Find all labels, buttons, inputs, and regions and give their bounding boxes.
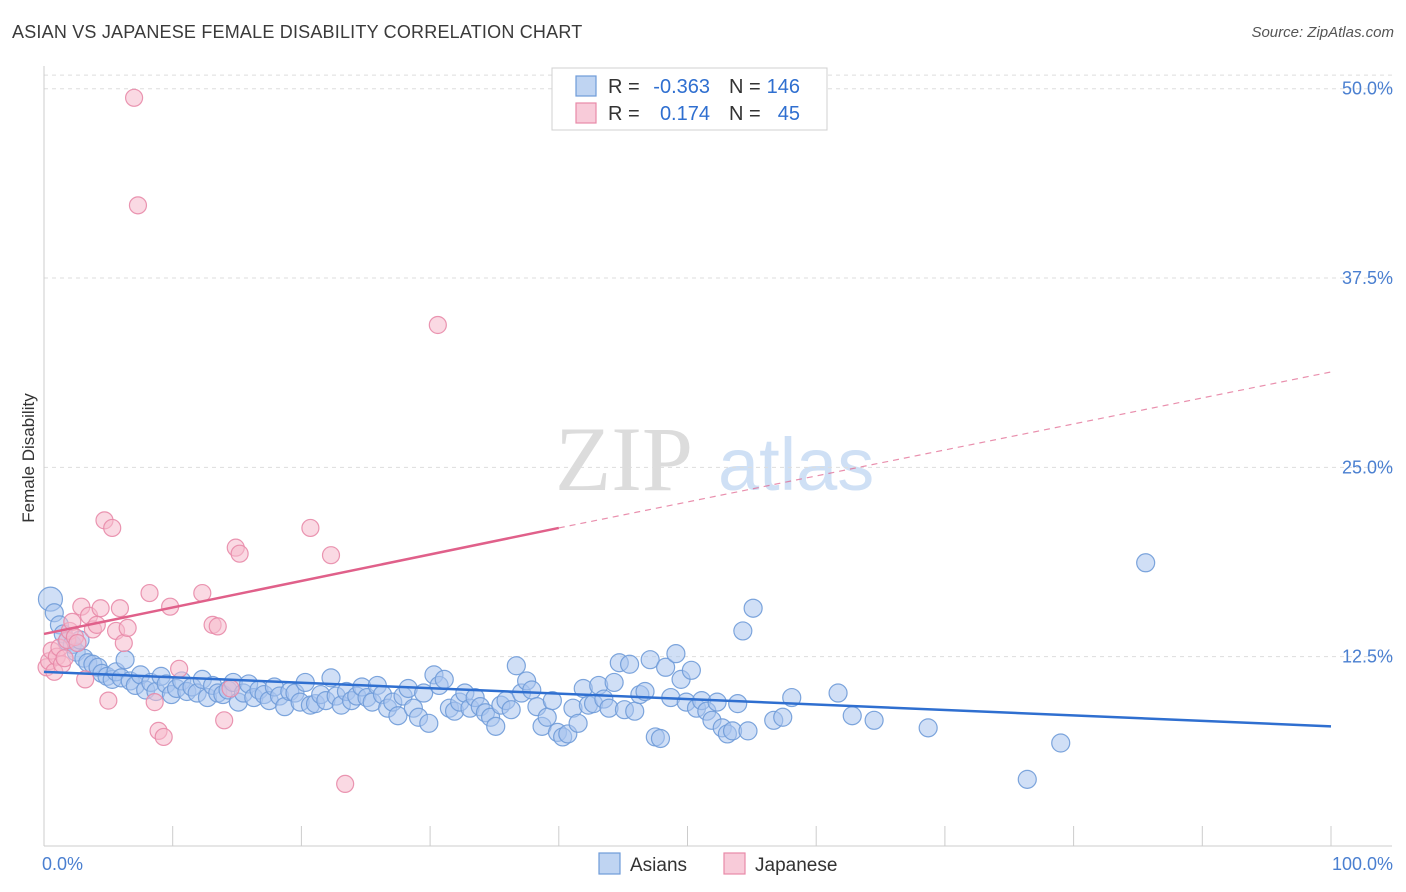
source-label: Source: ZipAtlas.com: [1251, 24, 1394, 41]
asian-point-116: [625, 701, 645, 721]
japanese-point-27: [128, 196, 148, 215]
asians-trend-line: [43, 670, 1332, 728]
asian-point-138: [738, 721, 758, 741]
asian-point-17: [115, 650, 135, 670]
legend-n-japanese: 45: [778, 103, 800, 125]
asian-point-89: [486, 716, 506, 736]
asian-point-76: [419, 713, 439, 733]
asian-point-141: [773, 707, 793, 727]
chart-title: ASIAN VS JAPANESE FEMALE DISABILITY CORR…: [12, 22, 583, 42]
japanese-point-40: [230, 544, 249, 563]
asian-point-147: [1017, 769, 1037, 789]
asian-point-143: [828, 683, 848, 703]
legend-box: [551, 67, 828, 131]
japanese-point-24: [114, 633, 133, 653]
asian-point-119: [640, 650, 660, 670]
japanese-point-29: [145, 693, 164, 712]
asian-point-149: [1136, 553, 1156, 573]
asian-point-137: [733, 621, 753, 641]
gridlines: [44, 74, 1392, 658]
asian-point-96: [522, 680, 542, 700]
legend-r-asians: -0.363: [653, 76, 710, 98]
japanese-point-28: [140, 583, 159, 603]
asian-point-148: [1051, 733, 1071, 753]
x-tick-label-1: 100.0%: [1332, 854, 1393, 874]
japanese-point-37: [215, 711, 234, 730]
japanese-point-36: [208, 617, 227, 636]
legend-r-japanese: 0.174: [660, 103, 710, 125]
bottom-legend-swatch-japanese: [723, 852, 746, 875]
japanese-point-33: [170, 659, 189, 678]
legend-n-label-asians: N =: [729, 76, 761, 98]
asian-point-145: [864, 710, 884, 730]
japanese-point-25: [118, 618, 137, 638]
axes: [43, 66, 1392, 847]
asian-point-112: [604, 672, 624, 693]
y-tick-label-1: 25.0%: [1342, 457, 1393, 477]
asian-point-136: [728, 694, 748, 714]
watermark-atlas: atlas: [718, 423, 874, 506]
x-tick-label-0: 0.0%: [42, 854, 83, 874]
asian-point-144: [842, 706, 862, 726]
y-tick-label-2: 37.5%: [1342, 268, 1393, 288]
japanese-point-38: [221, 679, 240, 698]
asian-point-100: [542, 691, 562, 711]
asian-point-105: [568, 713, 588, 733]
japanese-point-12: [68, 633, 87, 653]
bottom-legend-japanese: Japanese: [755, 855, 837, 876]
asian-point-146: [918, 718, 938, 738]
japanese-point-7: [55, 649, 74, 668]
asian-point-127: [681, 660, 701, 680]
y-tick-label-3: 50.0%: [1342, 79, 1393, 99]
japanese-point-31: [154, 727, 173, 747]
bottom-legend-swatch-asians: [598, 852, 621, 875]
legend-r-label-japanese: R =: [608, 103, 640, 125]
asian-point-70: [388, 706, 408, 726]
japanese-point-41: [301, 518, 320, 538]
asian-point-132: [707, 692, 727, 712]
asian-point-139: [743, 598, 763, 618]
y-axis-title: Female Disability: [19, 393, 38, 523]
bottom-legend-asians: Asians: [630, 855, 687, 876]
japanese-point-44: [428, 315, 447, 335]
asian-point-115: [619, 654, 640, 674]
tick-labels: 12.5% 25.0% 37.5% 50.0% 0.0% 100.0%: [42, 79, 1393, 874]
top-legend: R = -0.363 N = 146 R = 0.174 N = 45: [551, 67, 828, 131]
y-tick-label-0: 12.5%: [1342, 647, 1393, 667]
japanese-point-43: [336, 774, 355, 794]
bottom-legend: Asians Japanese: [598, 852, 837, 876]
legend-n-label-japanese: N =: [729, 103, 761, 125]
asians-points: [37, 553, 1156, 789]
trend-lines: [43, 371, 1332, 728]
asian-point-121: [650, 728, 671, 749]
watermark-zip: ZIP: [555, 408, 693, 510]
japanese-point-21: [103, 518, 122, 538]
japanese-trend-line: [43, 526, 560, 636]
asian-point-57: [321, 668, 341, 688]
japanese-point-42: [321, 546, 341, 565]
asian-point-124: [666, 644, 686, 664]
japanese-point-26: [124, 88, 144, 107]
japanese-point-18: [91, 599, 110, 618]
legend-swatch-asians: [575, 75, 597, 97]
japanese-point-20: [99, 691, 118, 710]
legend-n-asians: 146: [767, 76, 800, 98]
asian-point-79: [434, 669, 454, 689]
japanese-point-23: [110, 599, 130, 618]
asian-point-92: [501, 700, 521, 720]
legend-r-label-asians: R =: [608, 76, 640, 98]
asian-point-93: [506, 656, 526, 676]
asian-point-99: [537, 707, 557, 727]
asian-point-122: [656, 657, 676, 677]
legend-swatch-japanese: [575, 102, 597, 124]
japanese-point-14: [76, 670, 95, 689]
